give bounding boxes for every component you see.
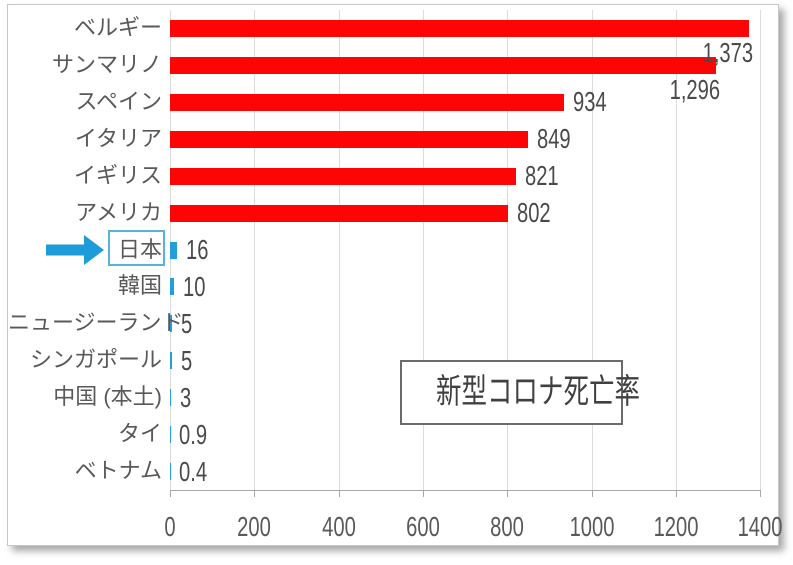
- gridline: [507, 10, 509, 490]
- chart-frame: 1,373 1,296 934 849 821 802 16 10 5 5 3 0.9 0.4 ベルギー…: [7, 4, 783, 546]
- x-axis-tick: [591, 491, 593, 497]
- value-label: 1,296: [669, 73, 721, 105]
- value-label: 16: [185, 234, 209, 265]
- category-label: 中国 (本土): [53, 384, 162, 410]
- category-label: サンマリノ: [51, 51, 162, 77]
- x-tick-label: 1000: [569, 511, 614, 542]
- chart-title-box: 新型コロナ死亡率: [400, 360, 640, 425]
- value-label: 0.4: [179, 455, 208, 487]
- japan-highlight-box: [108, 230, 165, 266]
- x-tick-label: 600: [406, 511, 440, 542]
- bar-0: [170, 19, 749, 37]
- x-axis-tick: [338, 491, 340, 497]
- x-tick-label: 1200: [653, 511, 699, 542]
- chart-title: 新型コロナ死亡率: [436, 373, 640, 411]
- category-label: ベトナム: [74, 458, 162, 484]
- value-label: 10: [183, 270, 206, 302]
- value-label: 1,373: [702, 36, 753, 68]
- bar-3: [170, 130, 528, 148]
- x-tick-label: 800: [490, 511, 525, 542]
- bar-10: [170, 389, 172, 407]
- bar-5: [170, 204, 509, 222]
- x-tick-label: 400: [321, 511, 356, 542]
- category-label: イタリア: [74, 125, 162, 151]
- category-label: 韓国: [117, 273, 162, 299]
- category-label: ベルギー: [73, 15, 162, 40]
- category-label: アメリカ: [75, 199, 162, 225]
- x-axis-tick: [760, 491, 762, 497]
- category-label: ニュージーランド: [8, 310, 184, 336]
- gridline: [338, 10, 340, 490]
- gridline: [760, 10, 762, 490]
- value-label: 3: [180, 381, 192, 413]
- x-axis-tick: [170, 491, 171, 497]
- gridline: [675, 10, 677, 490]
- bar-9: [170, 352, 173, 370]
- x-axis-tick: [507, 491, 509, 497]
- x-axis-tick: [675, 491, 677, 497]
- bar-4: [170, 167, 517, 185]
- bar-2: [170, 93, 564, 111]
- right-arrow-icon: [46, 233, 106, 272]
- x-tick-label: 0: [164, 511, 176, 542]
- x-axis-tick: [254, 491, 256, 497]
- gridline: [422, 10, 424, 490]
- value-label: 802: [517, 197, 551, 229]
- value-label: 5: [181, 307, 193, 339]
- gridline: [254, 10, 256, 490]
- gridline: [591, 10, 593, 490]
- bar-1: [170, 56, 717, 74]
- category-label: タイ: [117, 421, 162, 447]
- x-axis-line: [170, 490, 762, 491]
- category-label: イギリス: [73, 162, 162, 188]
- category-label: シンガポール: [29, 347, 162, 373]
- x-tick-label: 200: [237, 511, 272, 542]
- category-label: 日本: [117, 236, 162, 262]
- bar-6: [170, 241, 177, 259]
- x-tick-label: 1400: [737, 511, 783, 542]
- bar-7: [170, 278, 175, 296]
- value-label: 5: [181, 344, 193, 376]
- category-label: スペイン: [75, 88, 162, 114]
- x-axis-tick: [422, 491, 424, 497]
- value-label: 0.9: [179, 418, 208, 450]
- value-label: 934: [572, 86, 607, 118]
- value-label: 849: [536, 123, 571, 155]
- bar-8: [170, 315, 173, 333]
- value-label: 821: [525, 160, 559, 192]
